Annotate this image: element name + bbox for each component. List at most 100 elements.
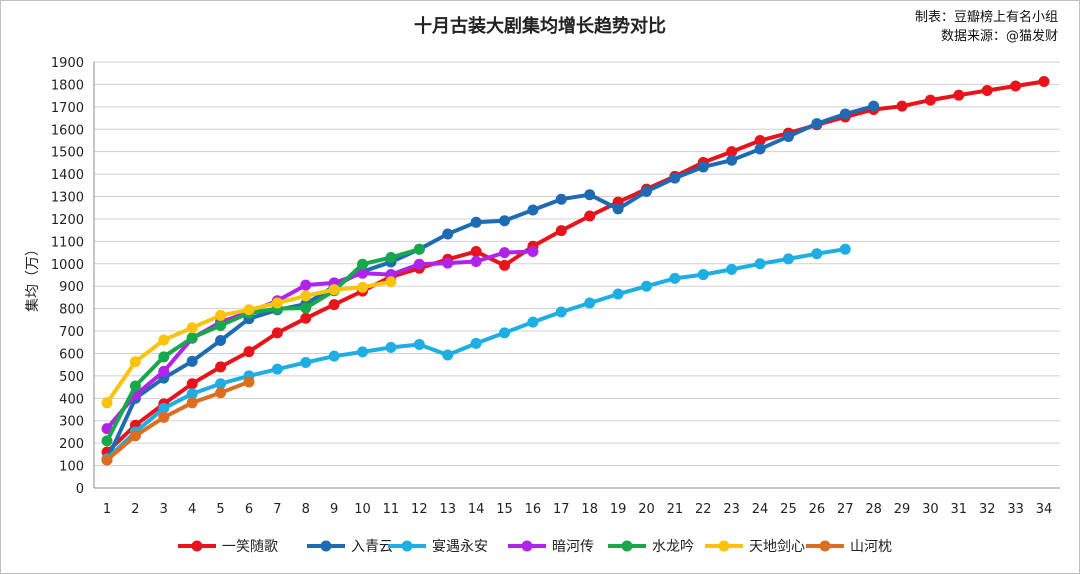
data-point — [754, 143, 766, 155]
data-point — [158, 402, 170, 414]
legend-label: 水龙吟 — [652, 539, 694, 555]
x-tick-label: 20 — [638, 502, 655, 517]
data-point — [300, 356, 312, 368]
data-point — [215, 361, 227, 373]
data-point — [442, 228, 454, 240]
data-point — [385, 276, 397, 288]
series-宴遇永安 — [101, 243, 851, 465]
data-point — [896, 100, 908, 112]
x-tick-label: 27 — [837, 502, 854, 517]
legend-item: 宴遇永安 — [388, 538, 488, 555]
legend-label: 入青云 — [351, 539, 393, 555]
legend-item: 水龙吟 — [608, 539, 694, 555]
y-tick-label: 1000 — [51, 258, 84, 273]
x-tick-label: 3 — [160, 502, 168, 517]
y-tick-label: 1100 — [51, 235, 84, 250]
data-point — [328, 299, 340, 311]
series-天地剑心 — [101, 276, 397, 409]
x-tick-label: 21 — [667, 502, 684, 517]
y-tick-label: 400 — [59, 392, 84, 407]
data-point — [101, 454, 113, 466]
data-point — [726, 146, 738, 158]
data-point — [243, 346, 255, 358]
data-point — [300, 302, 312, 314]
x-tick-label: 28 — [865, 502, 882, 517]
series-山河枕 — [101, 376, 255, 466]
data-point — [442, 349, 454, 361]
data-point — [726, 263, 738, 275]
y-tick-label: 1400 — [51, 168, 84, 183]
credit-author: 制表：豆瓣榜上有名小组 — [914, 10, 1058, 25]
y-tick-label: 1800 — [51, 78, 84, 93]
legend-marker — [401, 540, 413, 552]
x-tick-label: 17 — [553, 502, 570, 517]
data-point — [555, 225, 567, 237]
legend-label: 天地剑心 — [749, 539, 805, 555]
x-tick-label: 26 — [809, 502, 826, 517]
data-point — [413, 243, 425, 255]
data-point — [839, 108, 851, 120]
x-tick-label: 8 — [302, 502, 310, 517]
x-tick-label: 32 — [979, 502, 996, 517]
chart-title: 十月古装大剧集均增长趋势对比 — [414, 16, 666, 37]
y-tick-label: 1500 — [51, 146, 84, 161]
x-tick-label: 7 — [273, 502, 281, 517]
data-point — [129, 356, 141, 368]
data-point — [811, 248, 823, 260]
legend-item: 山河枕 — [806, 539, 892, 555]
data-point — [640, 280, 652, 292]
data-point — [357, 346, 369, 358]
data-point — [158, 334, 170, 346]
legend-item: 暗河传 — [508, 539, 594, 555]
data-point — [271, 363, 283, 375]
series-line — [105, 247, 848, 461]
data-point — [953, 89, 965, 101]
x-tick-label: 9 — [330, 502, 338, 517]
data-point — [669, 172, 681, 184]
data-point — [129, 380, 141, 392]
x-tick-label: 6 — [245, 502, 253, 517]
data-point — [499, 247, 511, 259]
data-point — [300, 312, 312, 324]
data-point — [782, 253, 794, 265]
data-point — [129, 430, 141, 442]
x-axis-ticks: 1 2 3 4 5 6 7 8 9 10 11 12 13 14 15 16 17 18 19 20 21 22 23 24 2… — [103, 502, 1052, 517]
legend-label: 一笑随歌 — [222, 539, 278, 555]
x-tick-label: 4 — [188, 502, 196, 517]
series-入青云 — [101, 100, 880, 466]
plot-area — [101, 76, 1050, 466]
x-tick-label: 24 — [752, 502, 769, 517]
data-point — [811, 118, 823, 130]
data-point — [527, 204, 539, 216]
data-point — [243, 376, 255, 388]
data-point — [215, 319, 227, 331]
data-point — [158, 351, 170, 363]
data-point — [470, 216, 482, 228]
data-point — [101, 435, 113, 447]
data-point — [385, 341, 397, 353]
data-point — [442, 257, 454, 269]
credit-source: 数据来源：@猫发财 — [940, 29, 1058, 44]
data-point — [868, 100, 880, 112]
data-point — [158, 411, 170, 423]
chart-credit: 制表：豆瓣榜上有名小组 数据来源：@猫发财 — [915, 8, 1058, 46]
data-point — [499, 215, 511, 227]
data-point — [527, 245, 539, 257]
data-point — [470, 256, 482, 268]
series-一笑随歌 — [101, 76, 1050, 458]
x-tick-label: 22 — [695, 502, 712, 517]
gridlines — [93, 61, 1060, 489]
x-tick-label: 31 — [951, 502, 968, 517]
series-line — [105, 79, 1046, 455]
data-point — [271, 297, 283, 309]
y-tick-label: 600 — [59, 347, 84, 362]
data-point — [300, 279, 312, 291]
legend-marker — [191, 540, 203, 552]
legend-marker — [819, 540, 831, 552]
x-tick-label: 14 — [468, 502, 485, 517]
data-point — [584, 297, 596, 309]
data-point — [640, 185, 652, 197]
y-tick-label: 500 — [59, 370, 84, 385]
data-point — [612, 288, 624, 300]
data-point — [357, 281, 369, 293]
